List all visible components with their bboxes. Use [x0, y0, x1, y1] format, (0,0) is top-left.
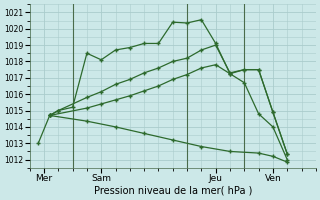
X-axis label: Pression niveau de la mer( hPa ): Pression niveau de la mer( hPa )	[93, 186, 252, 196]
